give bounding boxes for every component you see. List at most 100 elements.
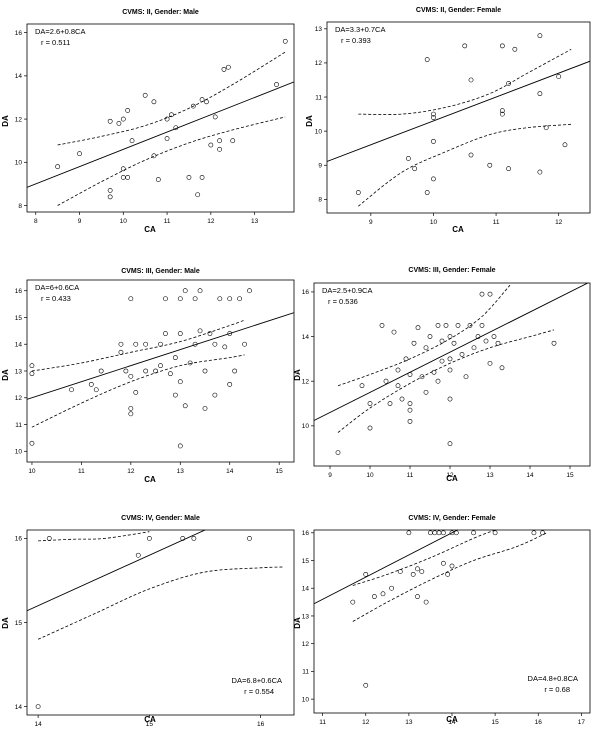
data-point [379,323,385,328]
x-tick-label: 14 [448,719,456,726]
data-point [419,569,425,574]
y-tick-label: 8 [18,203,22,210]
data-point [406,156,411,161]
data-point [191,536,197,541]
data-point [556,74,562,79]
data-point [449,563,455,569]
data-point [247,536,252,541]
data-point [436,530,442,536]
regression-line [314,283,589,421]
data-point [88,381,94,387]
y-tick-label: 11 [302,669,309,676]
data-point [483,338,489,344]
y-axis-label: DA [1,617,10,629]
data-point [153,368,158,374]
data-point [173,125,179,131]
x-tick-label: 12 [127,468,135,475]
data-point [468,152,474,158]
x-tick-label: 12 [446,472,454,479]
data-point [164,116,170,122]
data-point [424,57,430,62]
y-tick-label: 13 [15,368,23,375]
data-point [190,103,196,109]
ci-upper-line [337,284,511,387]
data-point [462,43,468,49]
data-point [128,296,134,302]
data-point [163,331,168,336]
data-point [202,368,208,374]
data-point [424,190,430,195]
y-tick-label: 11 [315,94,322,101]
y-tick-label: 16 [302,530,310,537]
x-tick-label: 16 [535,719,543,726]
y-tick-label: 12 [302,378,310,385]
data-point [439,338,445,344]
y-tick-label: 10 [15,160,23,167]
y-tick-label: 12 [15,116,23,123]
x-axis-label: CA [144,475,156,484]
data-point [172,355,178,361]
regression-line [314,530,459,605]
chart-panel-6: CVMS: IV, Gender: Female 11 12 13 14 15 16 17 10… [293,515,591,726]
data-point [247,288,252,294]
data-point [359,383,365,389]
data-point [499,43,505,49]
data-point [335,450,341,456]
x-tick-label: 12 [207,218,215,225]
x-tick-label: 16 [257,721,265,728]
ci-lower-line [352,532,548,622]
x-tick-label: 14 [35,721,43,728]
data-point [471,530,476,536]
data-point [410,571,416,577]
y-tick-label: 16 [15,288,23,295]
data-point [123,368,129,374]
data-point [423,389,429,395]
data-point [453,530,459,536]
equation-label: DA=6.8+0.6CA [232,676,282,685]
ci-upper-line [38,531,150,542]
fit-lines [27,51,294,206]
data-point [468,77,474,83]
y-tick-label: 15 [15,620,23,627]
y-tick-label: 10 [315,128,323,135]
y-tick-label: 8 [318,197,322,204]
x-tick-label: 14 [226,468,234,475]
fit-lines [314,530,548,622]
plot-frame [26,23,295,213]
x-tick-label: 8 [34,218,38,225]
x-tick-label: 11 [493,219,500,226]
data-point [199,97,205,103]
data-point [499,365,505,371]
data-point [182,403,188,409]
data-point [135,552,141,558]
data-point [207,331,213,336]
data-point [487,162,493,168]
ci-upper-line [57,51,286,146]
data-point [120,175,126,180]
data-point [180,536,186,541]
x-axis-label: CA [144,715,156,724]
x-tick-label: 15 [566,472,574,479]
data-point [435,378,441,384]
data-point [230,138,236,144]
data-point [439,358,445,364]
data-point [431,176,436,182]
regression-line [27,81,294,188]
data-point [195,192,201,198]
x-tick-label: 11 [164,218,171,225]
data-point [407,407,413,413]
data-point [395,367,401,373]
plot-frame [326,21,591,214]
data-point [435,323,441,328]
x-tick-label: 9 [78,218,82,225]
data-point [383,378,389,384]
chart-title: CVMS: II, Gender: Male [122,9,199,16]
data-point [133,390,139,395]
data-point [431,115,436,120]
data-point [242,341,247,347]
data-point [212,341,218,347]
ci-upper-line [358,48,572,115]
y-tick-label: 13 [302,613,310,620]
y-tick-label: 10 [302,696,310,703]
data-point [227,331,233,336]
